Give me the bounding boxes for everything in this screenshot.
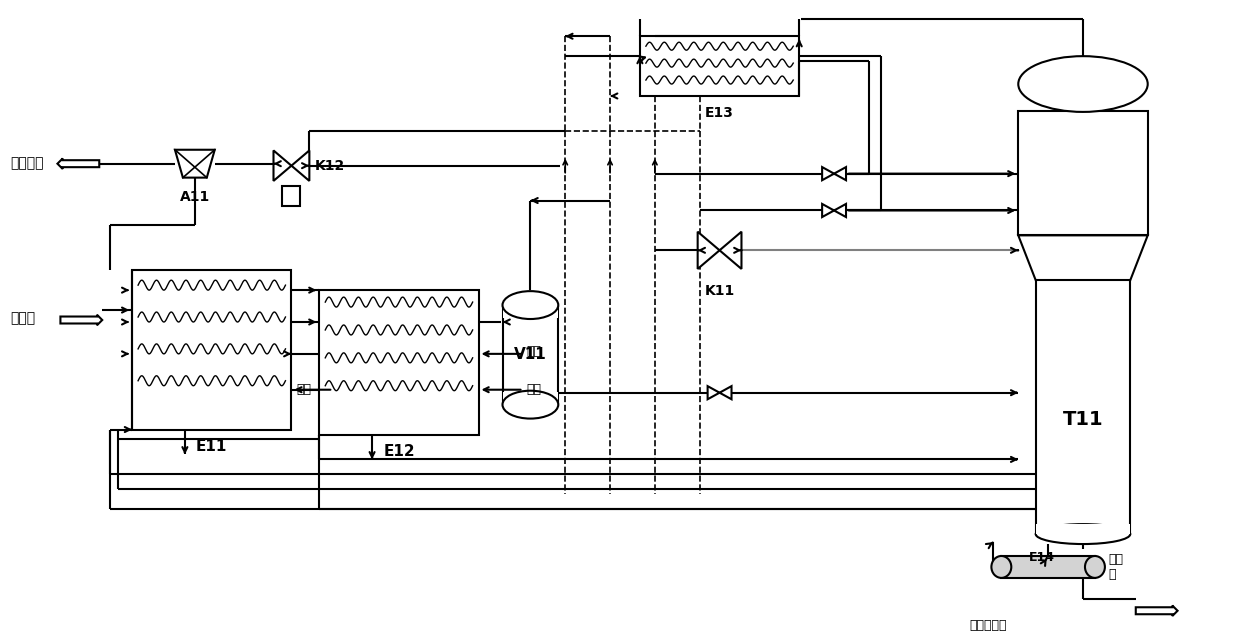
Polygon shape [720,232,741,269]
Polygon shape [823,204,834,217]
Text: E12: E12 [383,444,415,459]
Bar [133,270,291,430]
Text: E11: E11 [196,439,228,455]
Polygon shape [834,204,846,217]
Bar [1036,280,1130,534]
Polygon shape [61,315,103,325]
Polygon shape [1018,235,1147,280]
Polygon shape [834,167,846,180]
Polygon shape [274,151,291,181]
Ellipse shape [503,291,559,319]
Polygon shape [823,167,834,180]
Text: A11: A11 [180,189,209,204]
Bar [503,305,559,318]
Bar [1001,556,1095,578]
Bar [503,305,559,404]
Polygon shape [707,386,720,399]
Ellipse shape [503,391,559,419]
Polygon shape [291,151,310,181]
Bar [282,185,300,205]
Bar [1018,111,1147,235]
Text: 丙烷: 丙烷 [296,383,311,396]
Polygon shape [698,232,720,269]
Text: 进料气: 进料气 [11,311,36,325]
Ellipse shape [1036,524,1130,544]
Text: K12: K12 [315,158,344,173]
Text: 导热
油: 导热 油 [1108,553,1123,581]
Bar [1036,524,1130,534]
Text: V11: V11 [514,347,546,363]
Ellipse shape [991,556,1011,578]
Text: 外输干气: 外输干气 [11,156,45,171]
Ellipse shape [1018,56,1147,112]
Bar [503,392,559,404]
Text: K11: K11 [705,284,735,298]
Polygon shape [57,158,99,169]
Bar [639,36,799,96]
Text: E13: E13 [705,106,733,120]
Text: T11: T11 [1063,410,1103,429]
Ellipse shape [1085,556,1105,578]
Text: 乙烯: 乙烯 [527,345,541,358]
Text: 丙烷: 丙烷 [527,383,541,396]
Polygon shape [720,386,731,399]
Bar [320,290,478,435]
Polygon shape [175,150,214,178]
Text: E14: E14 [1030,551,1056,564]
Polygon shape [1136,605,1177,616]
Text: 去脱乙烷塔: 去脱乙烷塔 [970,619,1007,632]
